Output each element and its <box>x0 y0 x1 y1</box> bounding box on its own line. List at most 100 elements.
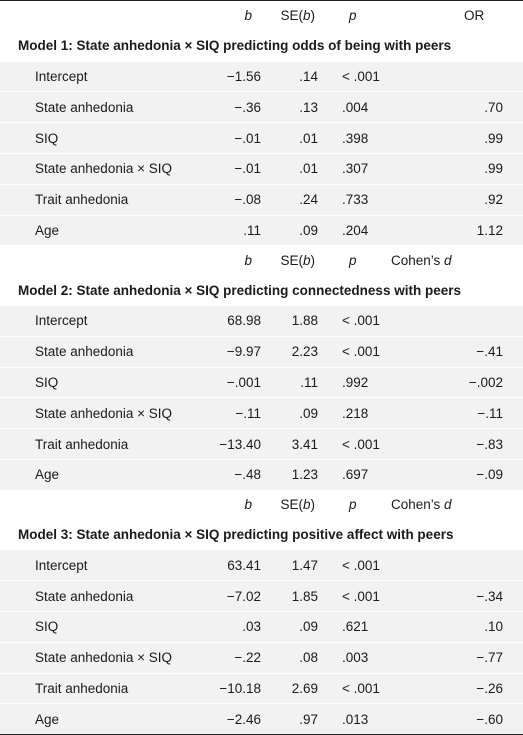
row-label: Intercept <box>0 60 212 92</box>
header-blank <box>0 489 212 520</box>
cell-p: .003 <box>320 641 380 674</box>
cell-p: .307 <box>320 152 380 185</box>
cell-se: 3.41 <box>263 428 320 460</box>
table-row: Intercept 68.98 1.88 < .001 <box>0 304 523 337</box>
cell-se: .11 <box>263 366 320 398</box>
cell-d <box>380 549 523 581</box>
cell-p: .004 <box>320 91 380 123</box>
header-cohens-d: Cohen’s d <box>380 489 523 520</box>
table-row: Intercept 63.41 1.47 < .001 <box>0 549 523 581</box>
table-row: State anhedonia −7.02 1.85 < .001 −.34 <box>0 580 523 612</box>
cell-p: < .001 <box>320 549 380 581</box>
cell-b: −13.40 <box>212 428 263 460</box>
header-b: b <box>212 489 263 520</box>
cell-se: .09 <box>263 214 320 246</box>
cell-or: 1.12 <box>380 214 523 246</box>
cell-se: 1.47 <box>263 549 320 581</box>
table-row: Age −2.46 .97 .013 −.60 <box>0 703 523 735</box>
cell-b: −.001 <box>212 366 263 398</box>
cell-se: 1.88 <box>263 304 320 337</box>
cell-p: < .001 <box>320 428 380 460</box>
cell-b: .11 <box>212 214 263 246</box>
table-row: Trait anhedonia −10.18 2.69 < .001 −.26 <box>0 672 523 704</box>
cell-se: 2.23 <box>263 335 320 368</box>
table-row: Trait anhedonia −13.40 3.41 < .001 −.83 <box>0 428 523 460</box>
model-title-row: Model 2: State anhedonia × SIQ predictin… <box>0 275 523 306</box>
cell-p: .992 <box>320 366 380 398</box>
cell-se: .01 <box>263 122 320 154</box>
cell-p: .621 <box>320 610 380 643</box>
cell-se: .97 <box>263 703 320 735</box>
cell-se: .08 <box>263 641 320 674</box>
cell-p: .218 <box>320 397 380 429</box>
header-se: SE(b) <box>263 489 320 520</box>
cell-d: −.34 <box>380 580 523 612</box>
cell-p: < .001 <box>320 60 380 92</box>
column-header-row: b SE(b) p Cohen’s d <box>0 245 523 276</box>
header-blank <box>0 245 212 276</box>
cell-d: .10 <box>380 610 523 643</box>
header-cohens-d: Cohen’s d <box>380 245 523 276</box>
cell-or: .99 <box>380 122 523 154</box>
cell-b: −10.18 <box>212 672 263 704</box>
row-label: Trait anhedonia <box>0 672 212 704</box>
cell-se: 1.23 <box>263 458 320 490</box>
header-b: b <box>212 245 263 276</box>
row-label: Intercept <box>0 304 212 337</box>
cell-se: .14 <box>263 60 320 92</box>
cell-p: < .001 <box>320 304 380 337</box>
cell-or <box>380 60 523 92</box>
row-label: SIQ <box>0 610 212 643</box>
cell-p: < .001 <box>320 672 380 704</box>
cell-se: 1.85 <box>263 580 320 612</box>
row-label: Intercept <box>0 549 212 581</box>
cell-d <box>380 304 523 337</box>
cell-or: .99 <box>380 152 523 185</box>
row-label: Age <box>0 703 212 735</box>
table-row: Trait anhedonia −.08 .24 .733 .92 <box>0 183 523 216</box>
cell-b: −2.46 <box>212 703 263 735</box>
cell-se: .24 <box>263 183 320 216</box>
cell-b: −9.97 <box>212 335 263 368</box>
cell-se: .13 <box>263 91 320 123</box>
cell-d: −.26 <box>380 672 523 704</box>
cell-b: −.11 <box>212 397 263 429</box>
table-row: SIQ −.01 .01 .398 .99 <box>0 122 523 154</box>
header-p: p <box>320 489 380 520</box>
cell-b: −.22 <box>212 641 263 674</box>
cell-p: .398 <box>320 122 380 154</box>
model-2-title: Model 2: State anhedonia × SIQ predictin… <box>0 275 523 306</box>
header-b: b <box>212 0 263 31</box>
cell-or: .92 <box>380 183 523 216</box>
cell-d: −.11 <box>380 397 523 429</box>
row-label: State anhedonia × SIQ <box>0 397 212 429</box>
header-p: p <box>320 0 380 31</box>
cell-p: < .001 <box>320 335 380 368</box>
cell-b: 63.41 <box>212 549 263 581</box>
cell-se: 2.69 <box>263 672 320 704</box>
cell-p: .733 <box>320 183 380 216</box>
table-row: SIQ −.001 .11 .992 −.002 <box>0 366 523 398</box>
header-se: SE(b) <box>263 245 320 276</box>
table-row: State anhedonia × SIQ −.22 .08 .003 −.77 <box>0 641 523 674</box>
row-label: SIQ <box>0 366 212 398</box>
table-row: Age −.48 1.23 .697 −.09 <box>0 458 523 490</box>
cell-p: .697 <box>320 458 380 490</box>
cell-d: −.002 <box>380 366 523 398</box>
row-label: Age <box>0 458 212 490</box>
cell-b: −1.56 <box>212 60 263 92</box>
header-or: OR <box>380 0 523 31</box>
table-row: State anhedonia −9.97 2.23 < .001 −.41 <box>0 335 523 368</box>
cell-b: .03 <box>212 610 263 643</box>
column-header-row: b SE(b) p OR <box>0 0 523 31</box>
cell-p: .013 <box>320 703 380 735</box>
cell-d: −.77 <box>380 641 523 674</box>
table-row: State anhedonia × SIQ −.11 .09 .218 −.11 <box>0 397 523 429</box>
cell-or: .70 <box>380 91 523 123</box>
header-se: SE(b) <box>263 0 320 31</box>
row-label: State anhedonia <box>0 335 212 368</box>
row-label: Age <box>0 214 212 246</box>
model-title-row: Model 3: State anhedonia × SIQ predictin… <box>0 519 523 550</box>
row-label: State anhedonia × SIQ <box>0 641 212 674</box>
